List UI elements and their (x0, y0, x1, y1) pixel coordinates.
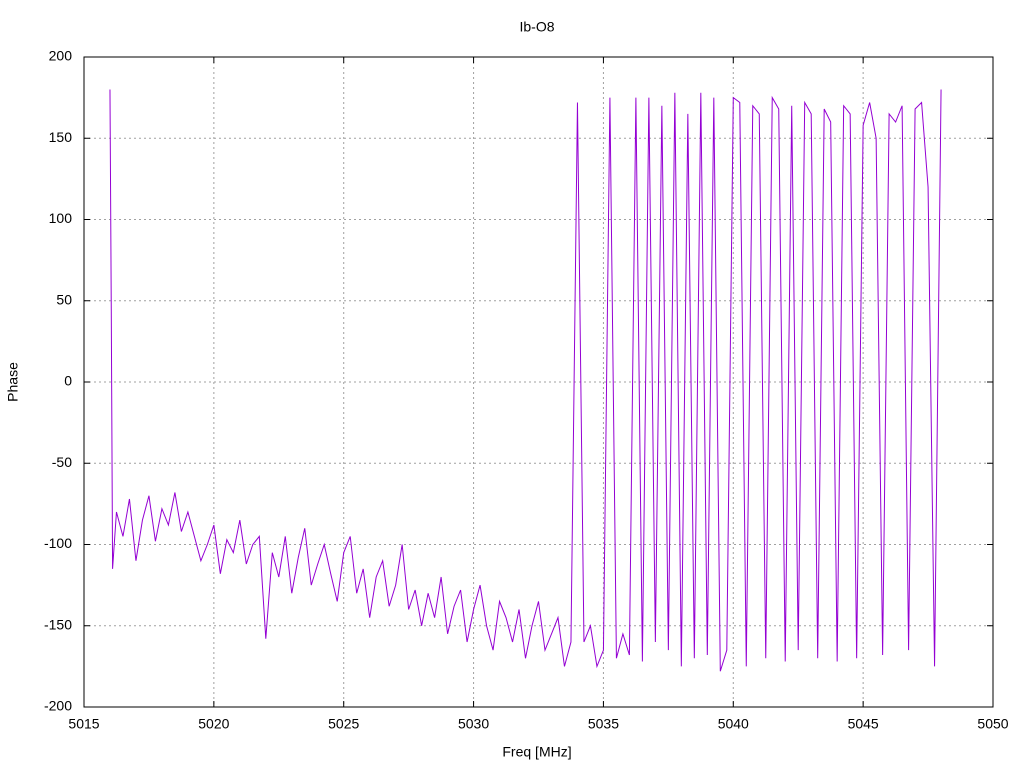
y-tick-label: -150 (44, 616, 72, 632)
y-tick-label: 100 (49, 210, 73, 226)
x-tick-label: 5045 (848, 716, 879, 732)
x-tick-label: 5040 (718, 716, 749, 732)
y-tick-label: -50 (52, 454, 72, 470)
y-tick-label: -100 (44, 535, 72, 551)
y-tick-label: 150 (49, 129, 73, 145)
x-axis-label: Freq [MHz] (502, 744, 571, 760)
x-tick-label: 5015 (68, 716, 99, 732)
data-line (109, 89, 942, 672)
y-axis-label: Phase (5, 362, 21, 402)
y-tick-label: -200 (44, 698, 72, 714)
y-tick-label: 0 (64, 373, 72, 389)
y-tick-label: 200 (49, 48, 73, 64)
x-tick-label: 5020 (198, 716, 229, 732)
x-tick-label: 5030 (458, 716, 489, 732)
x-tick-label: 5050 (977, 716, 1008, 732)
x-tick-label: 5035 (588, 716, 619, 732)
x-tick-label: 5025 (328, 716, 359, 732)
y-tick-label: 50 (56, 291, 72, 307)
chart-title: Ib-O8 (519, 19, 554, 35)
plot-border (83, 56, 994, 708)
